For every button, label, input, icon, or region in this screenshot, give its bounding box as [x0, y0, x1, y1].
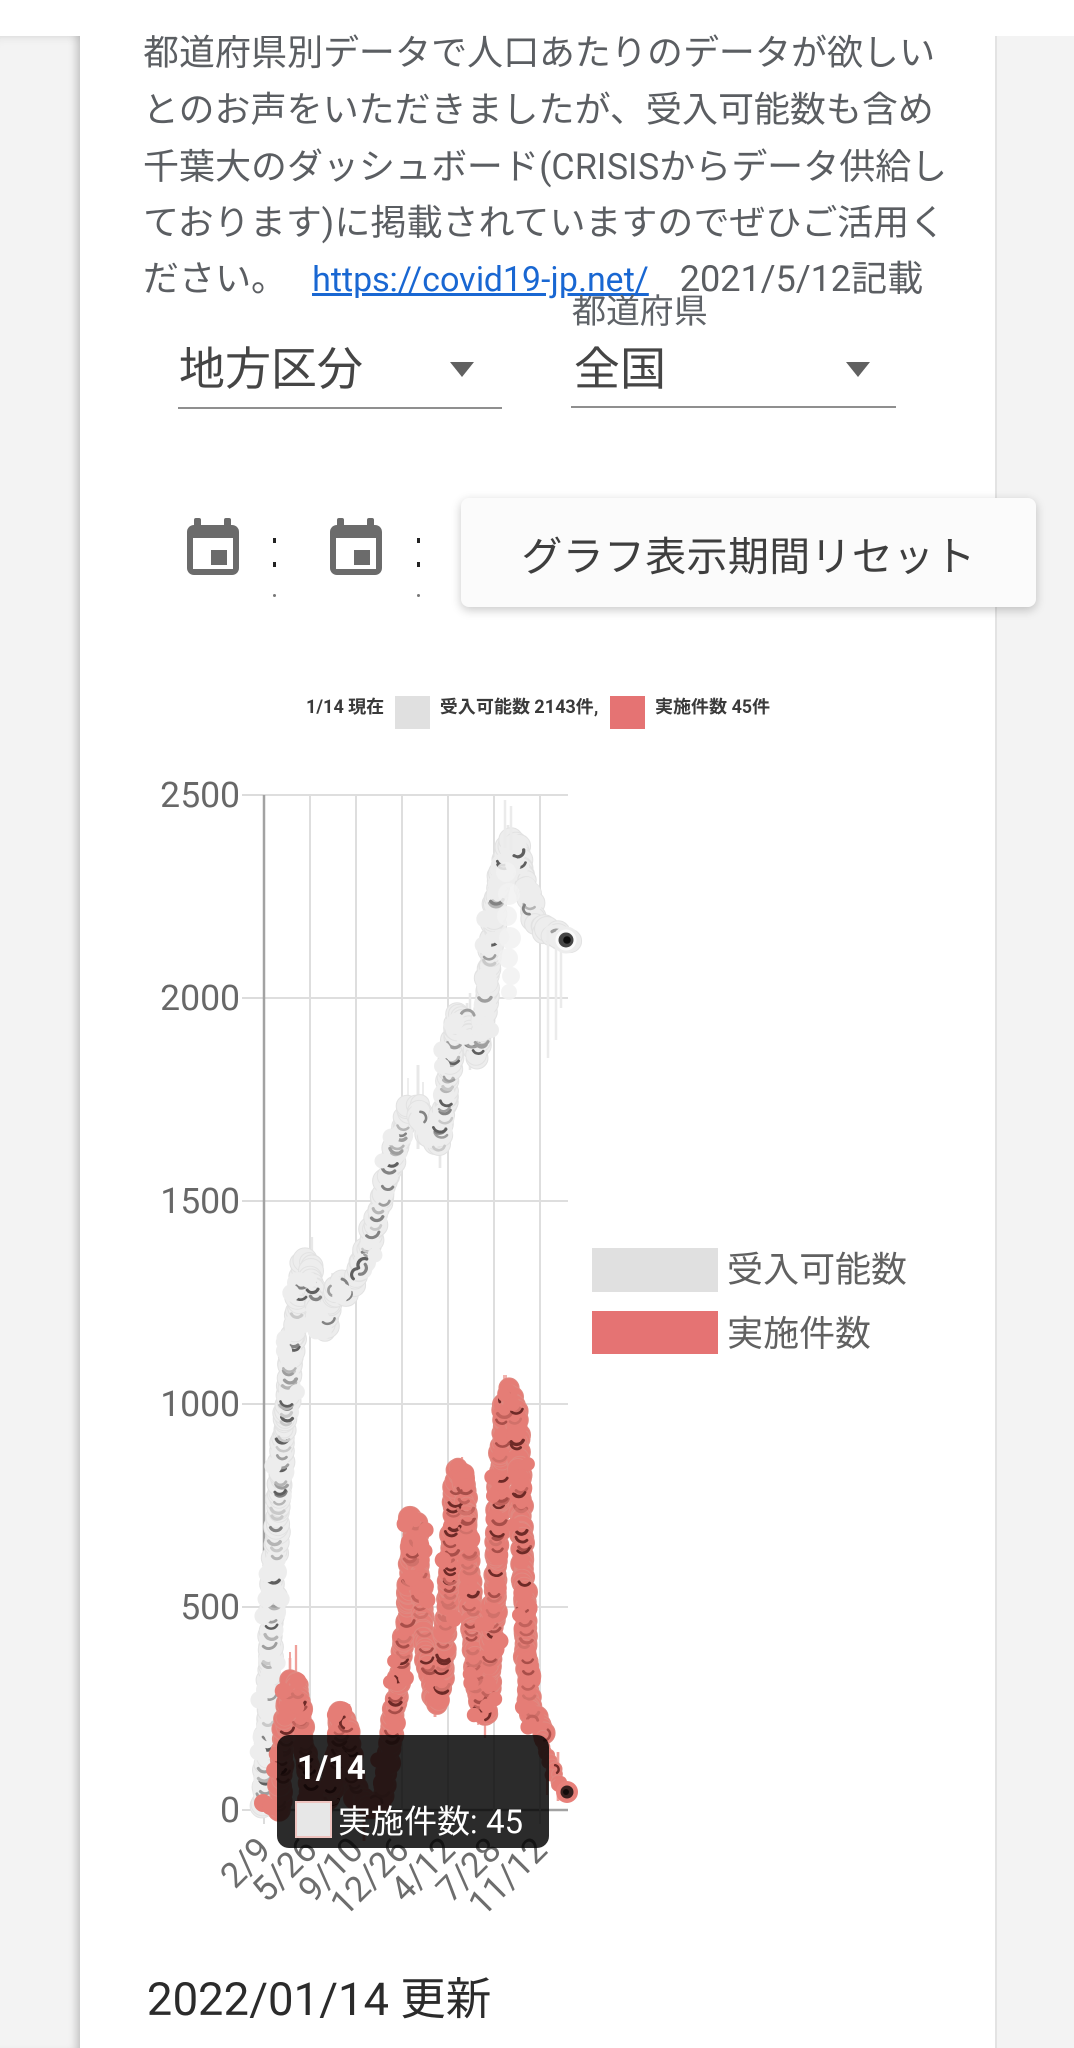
svg-text:1000: 1000: [160, 1383, 240, 1425]
svg-text:500: 500: [180, 1586, 240, 1628]
svg-text:2500: 2500: [160, 774, 240, 816]
svg-text:0: 0: [220, 1789, 240, 1831]
svg-text:2000: 2000: [160, 977, 240, 1019]
svg-text:1500: 1500: [160, 1180, 240, 1222]
